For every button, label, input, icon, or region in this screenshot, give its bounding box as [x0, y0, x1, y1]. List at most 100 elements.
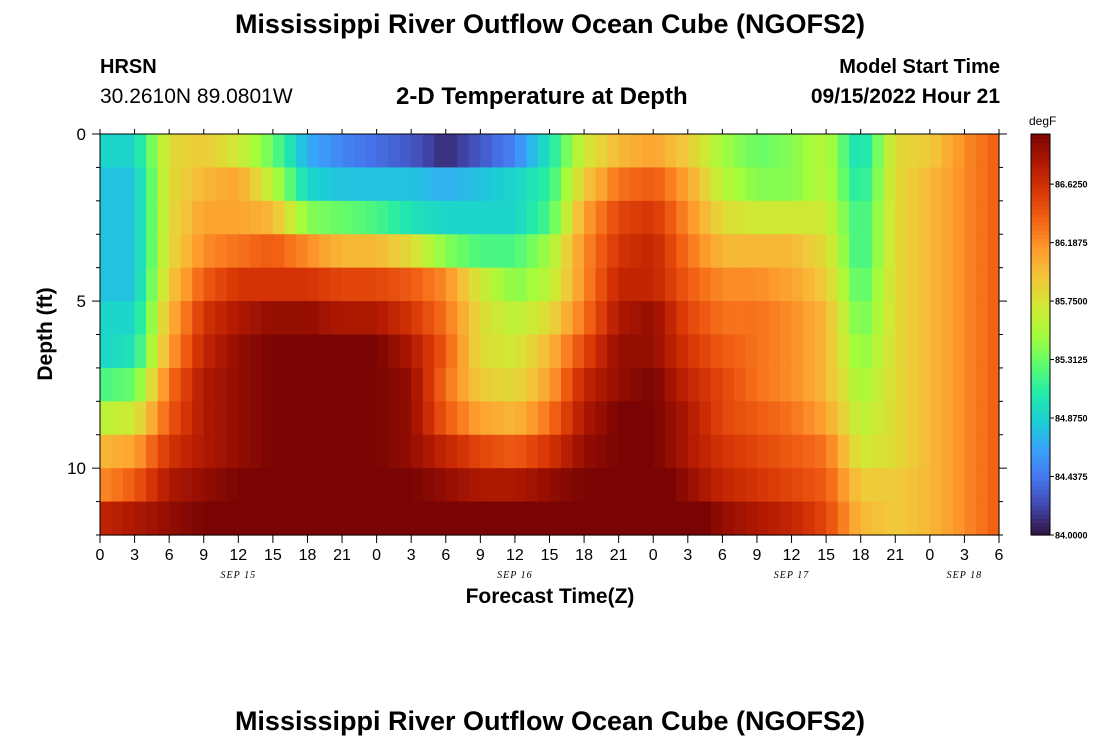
heatmap-cell — [249, 468, 262, 503]
heatmap-cell — [365, 267, 378, 302]
heatmap-cell — [710, 200, 723, 235]
heatmap-cell — [561, 167, 574, 202]
heatmap-cell — [215, 200, 228, 235]
heatmap-cell — [146, 134, 159, 169]
heatmap-cell — [318, 267, 332, 302]
heatmap-cell — [491, 267, 504, 302]
heatmap-cell — [123, 401, 136, 436]
heatmap-cell — [653, 134, 666, 169]
heatmap-cell — [768, 167, 781, 202]
heatmap-cell — [411, 367, 424, 402]
heatmap-cell — [480, 501, 493, 536]
heatmap-cell — [169, 267, 182, 302]
heatmap-cell — [860, 434, 873, 469]
colorbar-segment — [1031, 326, 1050, 331]
heatmap-cell — [929, 367, 942, 402]
heatmap-cell — [100, 401, 113, 436]
heatmap-cell — [826, 434, 839, 469]
heatmap-cell — [653, 468, 666, 503]
heatmap-cell — [745, 267, 758, 302]
heatmap-cell — [872, 267, 885, 302]
heatmap-cell — [445, 468, 458, 503]
heatmap-cell — [342, 301, 355, 336]
heatmap-cell — [365, 401, 378, 436]
heatmap-cell — [722, 167, 735, 202]
heatmap-cell — [780, 434, 793, 469]
heatmap-cell — [664, 301, 677, 336]
heatmap-cell — [203, 334, 216, 369]
colorbar-segment — [1031, 259, 1050, 265]
heatmap-cell — [791, 434, 804, 469]
heatmap-cell — [261, 501, 274, 536]
heatmap-cell — [399, 267, 412, 302]
heatmap-cell — [699, 367, 712, 402]
heatmap-cell — [745, 468, 758, 503]
heatmap-cell — [111, 234, 124, 269]
heatmap-cell — [710, 468, 723, 503]
heatmap-cell — [941, 401, 954, 436]
heatmap-cell — [434, 200, 447, 235]
heatmap-cell — [295, 200, 309, 235]
heatmap-cell — [491, 234, 504, 269]
heatmap-cell — [261, 301, 274, 336]
heatmap-cell — [353, 200, 366, 235]
heatmap-cell — [100, 501, 113, 536]
heatmap-cell — [480, 301, 493, 336]
heatmap-cell — [388, 167, 401, 202]
heatmap-cell — [549, 434, 562, 469]
heatmap-cell — [169, 167, 182, 202]
heatmap-cell — [180, 434, 193, 469]
heatmap-cell — [572, 334, 585, 369]
heatmap-cell — [457, 234, 470, 269]
heatmap-cell — [134, 401, 147, 436]
heatmap-cell — [964, 301, 977, 336]
heatmap-cell — [388, 367, 401, 402]
colorbar-segment — [1031, 468, 1050, 473]
colorbar-segment — [1031, 317, 1050, 323]
heatmap-cell — [595, 234, 608, 269]
colorbar-segment — [1031, 330, 1050, 336]
heatmap-cell — [238, 301, 251, 336]
heatmap-cell — [722, 434, 735, 469]
heatmap-cell — [318, 501, 332, 536]
heatmap-cell — [284, 468, 297, 503]
heatmap-cell — [157, 401, 170, 436]
colorbar-frame — [1030, 133, 1051, 536]
heatmap-cell — [803, 234, 816, 269]
heatmap-cell — [710, 167, 723, 202]
heatmap-cell — [768, 134, 781, 169]
heatmap-cell — [169, 501, 182, 536]
colorbar-segment — [1031, 459, 1050, 465]
heatmap-cell — [353, 367, 366, 402]
heatmap-cell — [895, 468, 908, 503]
heatmap-cell — [123, 468, 136, 503]
heatmap-cell — [468, 367, 481, 402]
heatmap-cell — [295, 167, 309, 202]
x-axis-label: Forecast Time(Z) — [466, 585, 635, 608]
heatmap-cell — [964, 134, 977, 169]
heatmap-cell — [399, 501, 412, 536]
heatmap-cell — [699, 167, 712, 202]
heatmap-cell — [630, 434, 643, 469]
heatmap-cell — [895, 134, 908, 169]
heatmap-cell — [330, 134, 343, 169]
station-name: HRSN — [100, 56, 157, 78]
heatmap-cell — [780, 468, 793, 503]
heatmap-cell — [872, 401, 885, 436]
heatmap-cell — [883, 401, 896, 436]
heatmap-cell — [537, 167, 551, 202]
heatmap-cell — [422, 401, 435, 436]
heatmap-cell — [814, 200, 827, 235]
heatmap-cell — [318, 334, 332, 369]
heatmap-cell — [826, 234, 839, 269]
heatmap-cell — [572, 200, 585, 235]
heatmap-cell — [376, 200, 389, 235]
heatmap-cell — [111, 167, 124, 202]
heatmap-cell — [295, 301, 309, 336]
heatmap-cell — [514, 200, 528, 235]
colorbar-segment — [1031, 413, 1050, 419]
heatmap-cell — [100, 334, 113, 369]
heatmap-cells — [100, 134, 1000, 536]
heatmap-cell — [284, 234, 297, 269]
heatmap-cell — [353, 501, 366, 536]
